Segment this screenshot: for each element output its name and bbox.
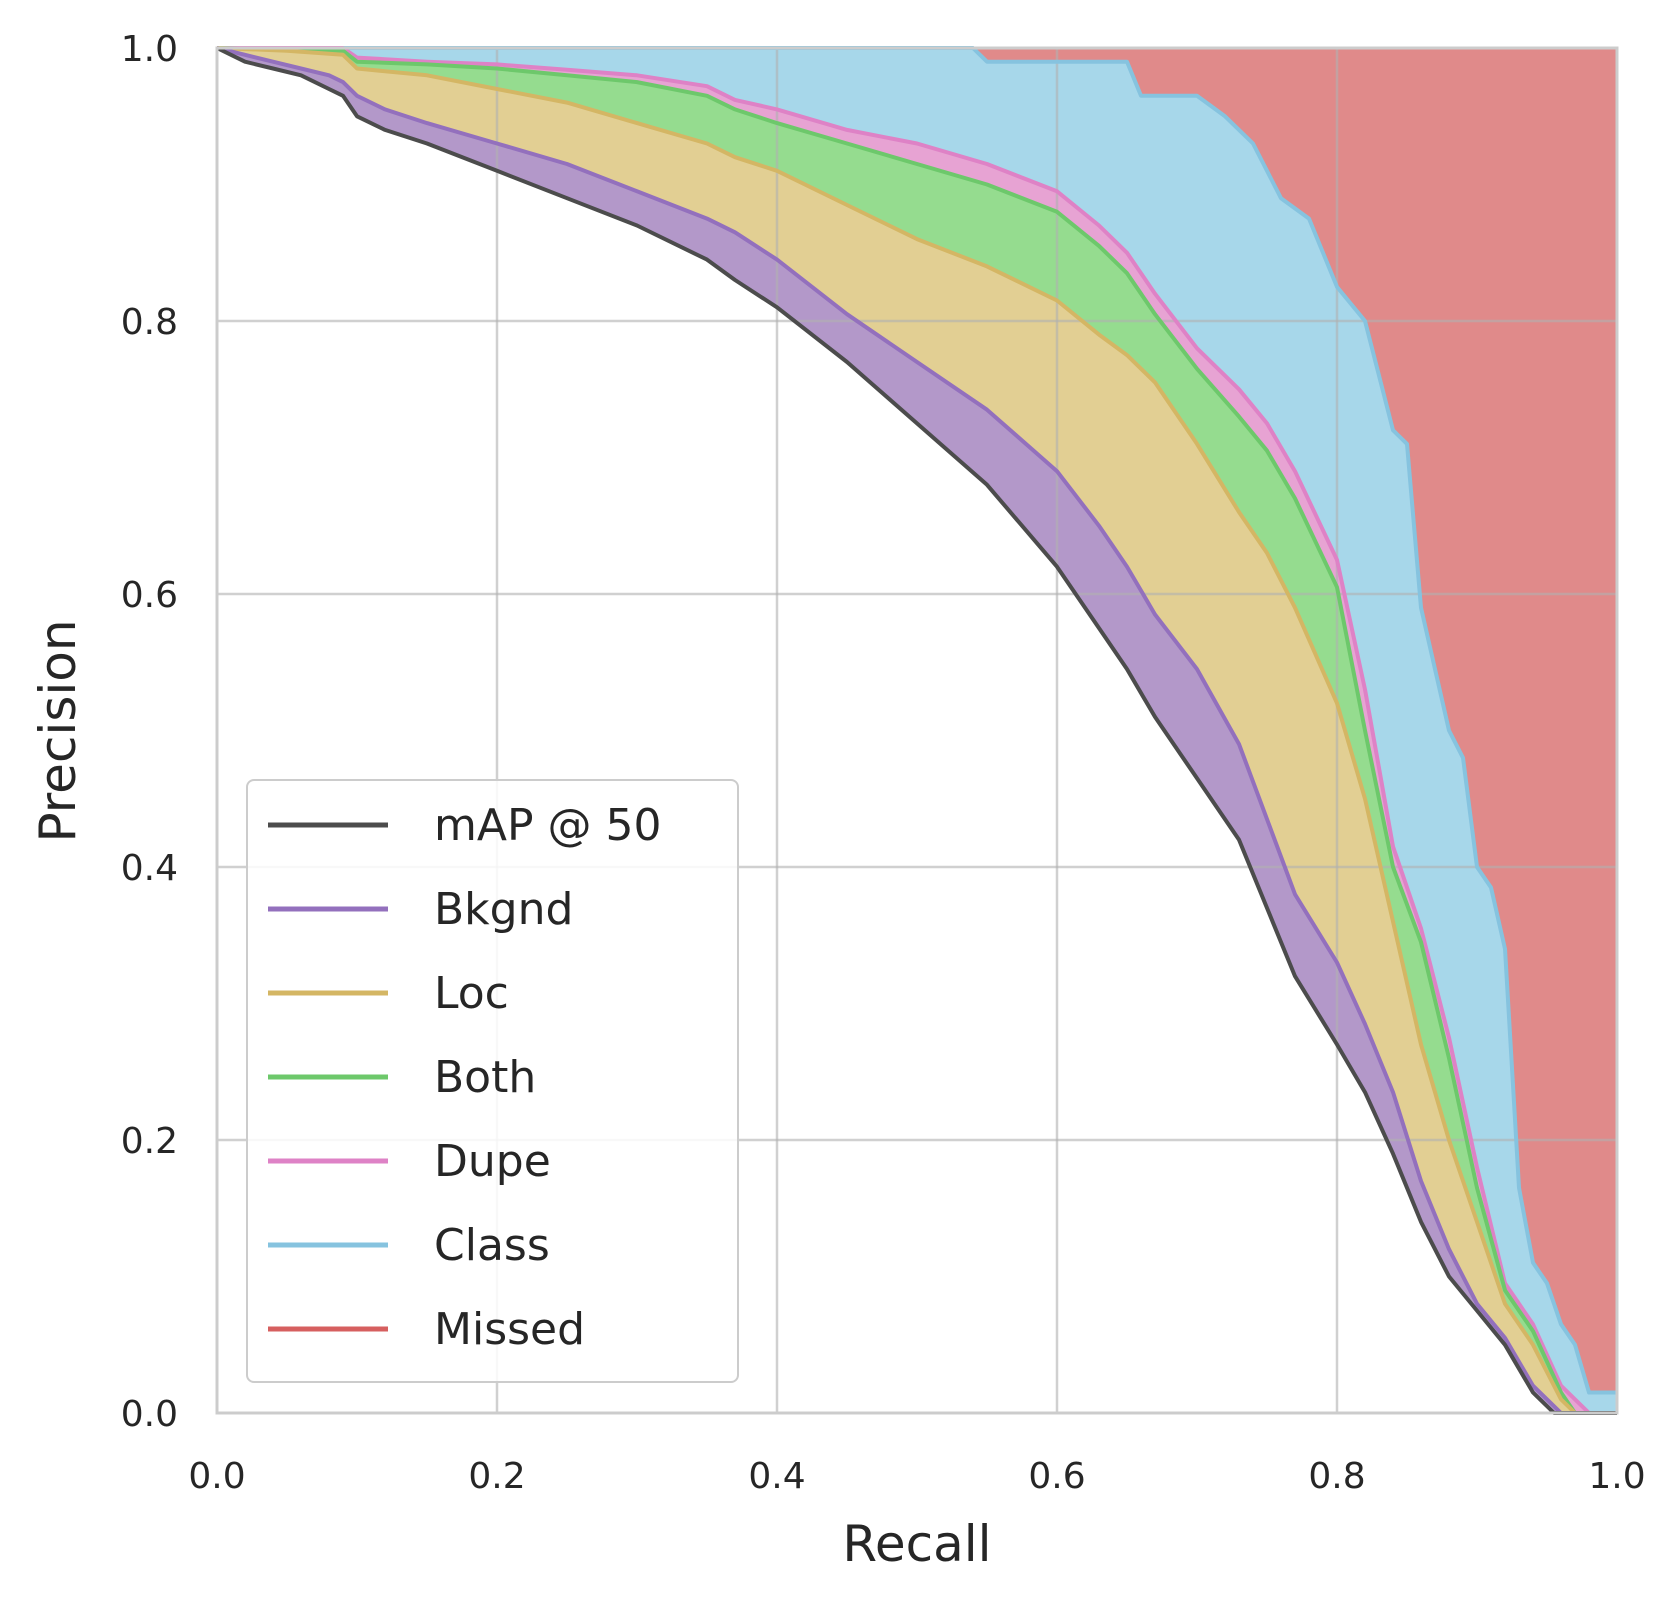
- line-bkgnd: [216, 46, 1617, 1415]
- x-tick-label: 0.4: [748, 1456, 805, 1497]
- y-tick-label: 0.8: [121, 302, 178, 343]
- line-both: [216, 46, 1617, 1415]
- legend-label: Dupe: [434, 1136, 551, 1187]
- legend-frame: [246, 779, 739, 1383]
- legend-label: Loc: [434, 968, 509, 1019]
- legend-label: Class: [434, 1220, 550, 1271]
- x-tick-label: 1.0: [1588, 1456, 1645, 1497]
- legend-label: Missed: [434, 1304, 585, 1355]
- legend-label: Bkgnd: [434, 884, 573, 935]
- line-loc: [216, 46, 1617, 1415]
- line-map-50: [216, 46, 1617, 1415]
- series-lines: [216, 46, 1617, 1415]
- x-tick-label: 0.0: [188, 1456, 245, 1497]
- legend-label: mAP @ 50: [434, 800, 661, 851]
- legend-label: Both: [434, 1052, 536, 1103]
- y-tick-label: 0.6: [121, 575, 178, 616]
- plot-frame: [215, 46, 1619, 1415]
- x-tick-labels: 0.0 0.2 0.4 0.6 0.8 1.0: [188, 1456, 1645, 1497]
- y-tick-label: 0.0: [121, 1394, 178, 1435]
- x-axis-title: Recall: [842, 1515, 991, 1573]
- x-tick-label: 0.6: [1028, 1456, 1085, 1497]
- y-axis-title: Precision: [29, 619, 87, 842]
- line-class: [217, 46, 1617, 1395]
- y-tick-label: 1.0: [121, 29, 178, 70]
- legend: mAP @ 50 Bkgnd Loc Both Dupe Class Missed: [246, 779, 739, 1383]
- x-tick-label: 0.2: [468, 1456, 525, 1497]
- line-dupe: [217, 46, 1617, 1415]
- y-tick-label: 0.2: [121, 1121, 178, 1162]
- y-tick-labels: 0.0 0.2 0.4 0.6 0.8 1.0: [121, 29, 178, 1435]
- x-tick-label: 0.8: [1308, 1456, 1365, 1497]
- y-tick-label: 0.4: [121, 848, 178, 889]
